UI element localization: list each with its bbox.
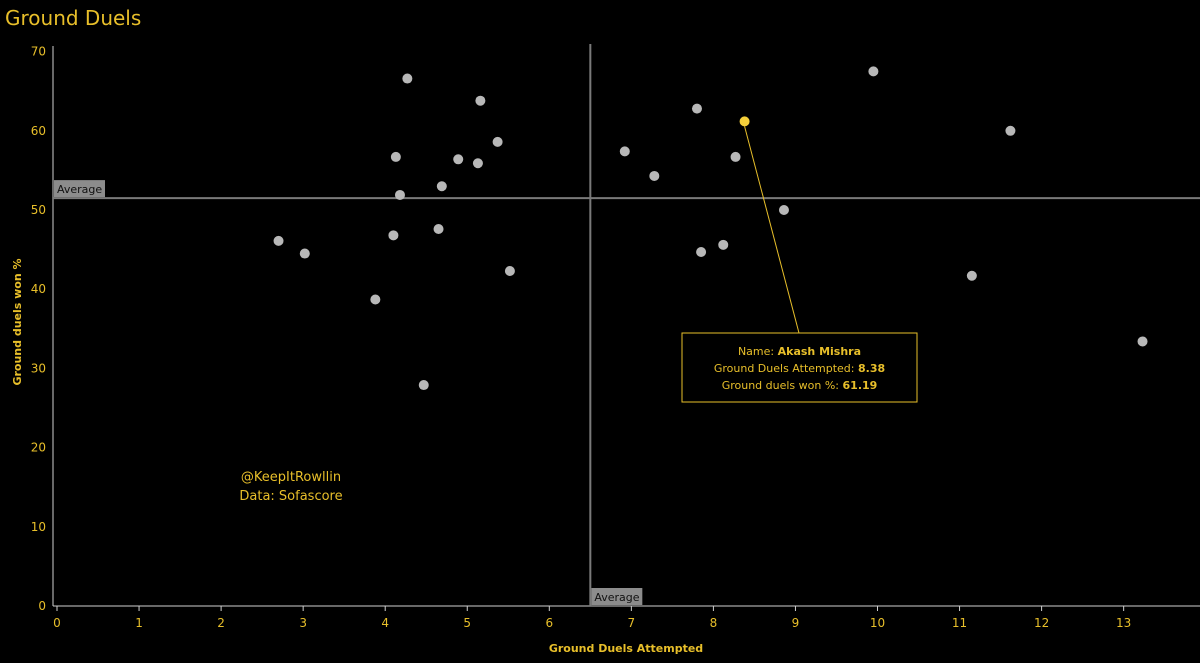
data-point[interactable] xyxy=(475,95,486,106)
y-axis-title: Ground duels won % xyxy=(11,258,24,385)
average-x-label: Average xyxy=(594,591,639,604)
y-tick-label: 0 xyxy=(38,599,46,613)
average-x-label-bg xyxy=(591,588,643,605)
y-tick-label: 50 xyxy=(31,203,46,217)
x-tick-label: 2 xyxy=(217,616,225,630)
data-point[interactable] xyxy=(273,235,284,246)
tooltip-name-row: Name: Akash Mishra xyxy=(738,345,861,358)
data-point[interactable] xyxy=(436,181,447,192)
average-y-label-bg xyxy=(54,180,105,198)
y-axis-ticks: 0 10 20 30 40 50 60 70 xyxy=(31,45,46,613)
x-tick-label: 0 xyxy=(53,616,61,630)
data-point[interactable] xyxy=(390,151,401,162)
data-points xyxy=(273,66,1148,391)
x-tick-label: 12 xyxy=(1034,616,1049,630)
data-point[interactable] xyxy=(394,189,405,200)
x-tick-label: 4 xyxy=(381,616,389,630)
data-point[interactable] xyxy=(433,224,444,235)
tooltip-x-value: 8.38 xyxy=(858,362,885,375)
data-point[interactable] xyxy=(868,66,879,77)
x-tick-label: 5 xyxy=(463,616,471,630)
data-point[interactable] xyxy=(778,205,789,215)
y-tick-label: 20 xyxy=(31,441,46,455)
data-point[interactable] xyxy=(388,230,399,241)
x-tick-label: 9 xyxy=(792,616,800,630)
tooltip-y-value: 61.19 xyxy=(843,379,878,392)
tooltip-x-row: Ground Duels Attempted: 8.38 xyxy=(714,362,885,375)
data-point[interactable] xyxy=(418,380,429,391)
data-point[interactable] xyxy=(691,103,702,114)
tooltip-y-row: Ground duels won %: 61.19 xyxy=(722,379,878,392)
x-axis-title: Ground Duels Attempted xyxy=(549,642,703,655)
x-tick-label: 6 xyxy=(545,616,553,630)
data-point[interactable] xyxy=(966,270,977,281)
data-point[interactable] xyxy=(619,146,630,157)
x-tick-label: 13 xyxy=(1116,616,1131,630)
data-point[interactable] xyxy=(730,151,741,162)
tooltip-name-value: Akash Mishra xyxy=(778,345,861,358)
y-tick-label: 30 xyxy=(31,361,46,375)
data-point[interactable] xyxy=(299,248,310,259)
data-point[interactable] xyxy=(1137,336,1148,347)
tooltip-box xyxy=(681,332,918,403)
data-point[interactable] xyxy=(696,246,707,257)
data-point[interactable] xyxy=(370,294,381,305)
x-tick-label: 7 xyxy=(628,616,636,630)
average-y-label: Average xyxy=(57,183,102,196)
tooltip-connector xyxy=(744,126,800,334)
y-tick-label: 40 xyxy=(31,282,46,296)
data-point[interactable] xyxy=(453,154,464,165)
data-point[interactable] xyxy=(492,136,503,147)
x-tick-label: 3 xyxy=(299,616,307,630)
data-point[interactable] xyxy=(1005,125,1016,136)
tooltip-x-label: Ground Duels Attempted: xyxy=(714,362,855,375)
y-tick-label: 70 xyxy=(31,45,46,59)
credit-source: Data: Sofascore xyxy=(239,489,342,504)
highlighted-point[interactable] xyxy=(739,116,750,127)
data-point[interactable] xyxy=(504,265,515,276)
x-tick-label: 8 xyxy=(710,616,718,630)
x-tick-label: 11 xyxy=(952,616,967,630)
x-tick-label: 1 xyxy=(135,616,143,630)
credit-handle: @KeepItRowllin xyxy=(241,470,341,485)
x-axis-ticks: 0 1 2 3 4 5 6 7 8 9 10 11 12 13 xyxy=(53,606,1131,630)
tooltip-y-label: Ground duels won %: xyxy=(722,379,839,392)
data-point[interactable] xyxy=(649,170,660,181)
tooltip-name-label: Name: xyxy=(738,345,774,358)
data-point[interactable] xyxy=(472,158,483,169)
data-point[interactable] xyxy=(402,73,413,84)
x-tick-label: 10 xyxy=(870,616,885,630)
data-point[interactable] xyxy=(718,239,729,250)
y-tick-label: 10 xyxy=(31,520,46,534)
y-tick-label: 60 xyxy=(31,124,46,138)
chart-title: Ground Duels xyxy=(5,6,142,30)
